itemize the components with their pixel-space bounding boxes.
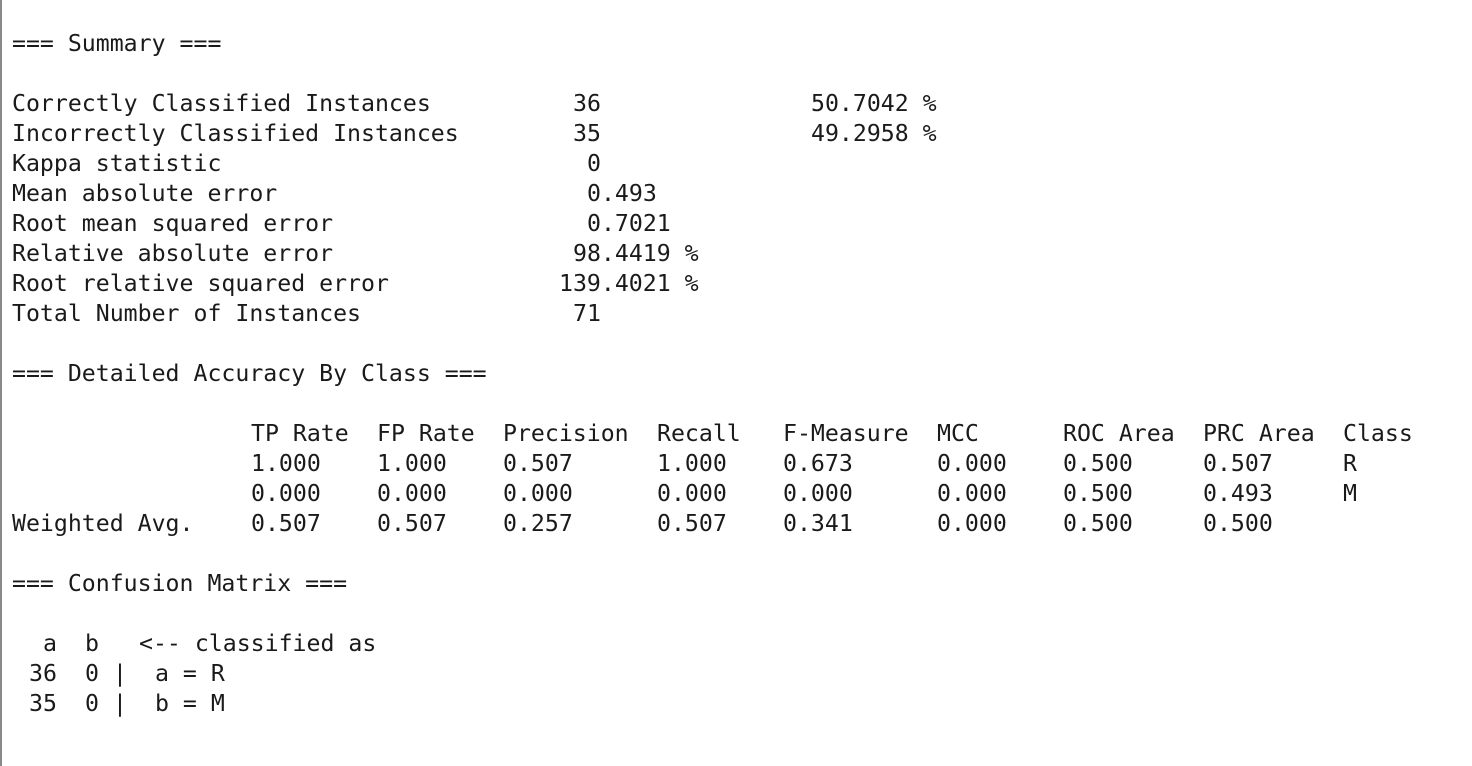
confusion-legend-header: <-- classified as (139, 630, 377, 657)
column-header-class: Class (1343, 420, 1413, 447)
summary-label: Correctly Classified Instances (12, 90, 431, 117)
accuracy-column-headers: TP Rate FP Rate Precision Recall F-Measu… (2, 419, 1413, 449)
summary-row: Root relative squared error 139.4021 % (2, 269, 699, 299)
confusion-separator: | (113, 660, 127, 687)
summary-percent: 49.2958 % (811, 120, 937, 147)
fp-rate-value: 1.000 (377, 450, 447, 477)
confusion-row: 35 0 | b = M (2, 689, 225, 719)
summary-value: 0.493 (587, 180, 657, 207)
summary-header-text: === Summary === (12, 30, 222, 57)
fp-rate-value: 0.507 (377, 510, 447, 537)
column-header-roc-area: ROC Area (1063, 420, 1175, 447)
confusion-column-headers: a b <-- classified as (2, 629, 376, 659)
class-value: R (1343, 450, 1357, 477)
confusion-col-b: b (85, 630, 99, 657)
accuracy-header-text: === Detailed Accuracy By Class === (12, 360, 487, 387)
roc-area-value: 0.500 (1063, 480, 1133, 507)
f-measure-value: 0.341 (783, 510, 853, 537)
tp-rate-value: 0.507 (251, 510, 321, 537)
precision-value: 0.257 (503, 510, 573, 537)
confusion-cell-a: 35 (29, 690, 57, 717)
summary-label: Root relative squared error (12, 270, 389, 297)
column-header-f-measure: F-Measure (783, 420, 909, 447)
column-header-tp-rate: TP Rate (251, 420, 349, 447)
summary-row: Correctly Classified Instances 36 50.704… (2, 89, 937, 119)
prc-area-value: 0.493 (1203, 480, 1273, 507)
summary-header: === Summary === (2, 29, 221, 59)
confusion-legend: a = R (155, 660, 225, 687)
accuracy-row: 0.000 0.000 0.000 0.000 0.000 0.000 0.50… (2, 479, 1357, 509)
summary-row: Root mean squared error 0.7021 (2, 209, 671, 239)
summary-row: Total Number of Instances 71 (2, 299, 601, 329)
confusion-cell-b: 0 (85, 690, 99, 717)
confusion-header-text: === Confusion Matrix === (12, 570, 348, 597)
mcc-value: 0.000 (937, 450, 1007, 477)
precision-value: 0.507 (503, 450, 573, 477)
accuracy-header: === Detailed Accuracy By Class === (2, 359, 487, 389)
summary-value: 36 (573, 90, 601, 117)
summary-row: Mean absolute error 0.493 (2, 179, 657, 209)
summary-value: 71 (573, 300, 601, 327)
accuracy-row-weighted-avg: Weighted Avg. 0.507 0.507 0.257 0.507 0.… (2, 509, 1273, 539)
recall-value: 1.000 (657, 450, 727, 477)
confusion-separator: | (113, 690, 127, 717)
roc-area-value: 0.500 (1063, 450, 1133, 477)
confusion-cell-a: 36 (29, 660, 57, 687)
fp-rate-value: 0.000 (377, 480, 447, 507)
summary-row: Relative absolute error 98.4419 % (2, 239, 699, 269)
f-measure-value: 0.673 (783, 450, 853, 477)
f-measure-value: 0.000 (783, 480, 853, 507)
confusion-col-a: a (43, 630, 57, 657)
column-header-mcc: MCC (937, 420, 979, 447)
roc-area-value: 0.500 (1063, 510, 1133, 537)
accuracy-row-label: Weighted Avg. (12, 510, 194, 537)
confusion-row: 36 0 | a = R (2, 659, 225, 689)
summary-label: Root mean squared error (12, 210, 334, 237)
summary-label: Kappa statistic (12, 150, 222, 177)
summary-label: Total Number of Instances (12, 300, 362, 327)
confusion-cell-b: 0 (85, 660, 99, 687)
recall-value: 0.000 (657, 480, 727, 507)
column-header-prc-area: PRC Area (1203, 420, 1315, 447)
accuracy-row: 1.000 1.000 0.507 1.000 0.673 0.000 0.50… (2, 449, 1357, 479)
column-header-recall: Recall (657, 420, 741, 447)
summary-label: Relative absolute error (12, 240, 334, 267)
summary-value: 0.7021 (587, 210, 671, 237)
recall-value: 0.507 (657, 510, 727, 537)
class-value: M (1343, 480, 1357, 507)
mcc-value: 0.000 (937, 510, 1007, 537)
tp-rate-value: 0.000 (251, 480, 321, 507)
tp-rate-value: 1.000 (251, 450, 321, 477)
summary-label: Incorrectly Classified Instances (12, 120, 459, 147)
prc-area-value: 0.500 (1203, 510, 1273, 537)
mcc-value: 0.000 (937, 480, 1007, 507)
precision-value: 0.000 (503, 480, 573, 507)
summary-value: 0 (587, 150, 601, 177)
summary-value: 139.4021 % (559, 270, 699, 297)
summary-label: Mean absolute error (12, 180, 278, 207)
summary-row: Kappa statistic 0 (2, 149, 601, 179)
summary-percent: 50.7042 % (811, 90, 937, 117)
prc-area-value: 0.507 (1203, 450, 1273, 477)
column-header-fp-rate: FP Rate (377, 420, 475, 447)
column-header-precision: Precision (503, 420, 629, 447)
summary-value: 98.4419 % (573, 240, 699, 267)
summary-row: Incorrectly Classified Instances 35 49.2… (2, 119, 937, 149)
confusion-header: === Confusion Matrix === (2, 569, 347, 599)
confusion-legend: b = M (155, 690, 225, 717)
summary-value: 35 (573, 120, 601, 147)
